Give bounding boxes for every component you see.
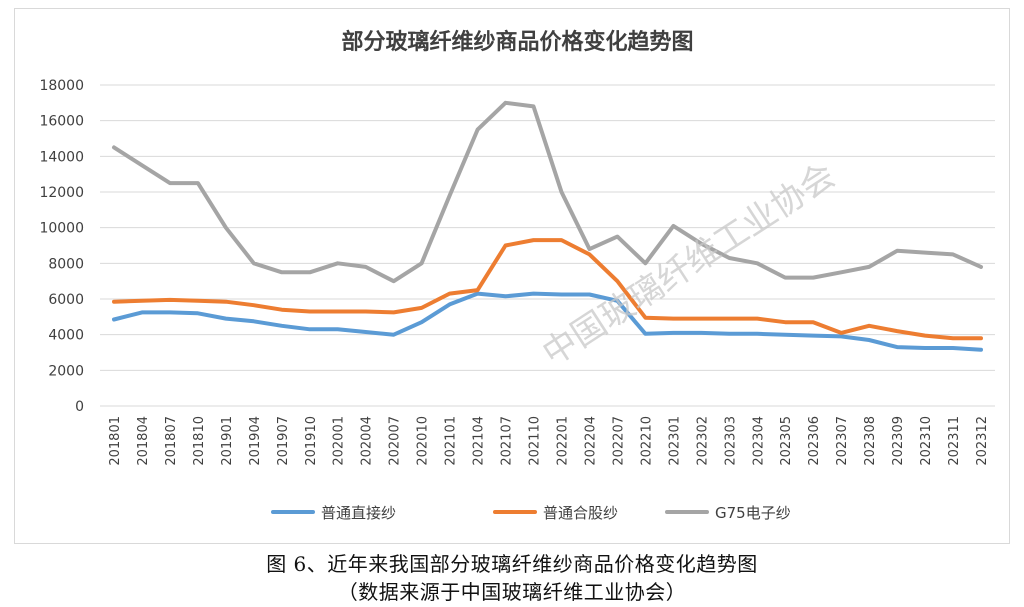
y-tick-label: 10000 [39,221,84,237]
x-tick-label: 202001 [332,416,347,466]
x-tick-label: 202004 [360,416,375,466]
y-tick-label: 0 [75,399,84,415]
x-tick-label: 202308 [863,416,878,466]
x-tick-label: 201904 [248,416,263,466]
x-tick-label: 201801 [108,416,123,466]
y-tick-label: 12000 [39,185,84,201]
y-tick-label: 8000 [48,256,84,272]
x-tick-label: 202304 [751,416,766,466]
legend-label: 普通直接纱 [321,504,396,522]
chart-title: 部分玻璃纤维纱商品价格变化趋势图 [341,29,693,55]
x-tick-label: 201901 [220,416,235,466]
y-tick-label: 16000 [39,114,84,130]
x-tick-label: 202307 [835,416,850,466]
x-tick-label: 202302 [695,416,710,466]
x-tick-label: 202010 [416,416,431,466]
line-chart: 部分玻璃纤维纱商品价格变化趋势图 0 2000 4000 6000 8000 10000 12… [39,29,995,522]
series-line [112,100,983,284]
chart-frame: 部分玻璃纤维纱商品价格变化趋势图 0 2000 4000 6000 8000 10000 12… [14,8,1010,544]
x-tick-label: 202107 [500,416,515,466]
figure-caption: 图 6、近年来我国部分玻璃纤维纱商品价格变化趋势图 [266,552,758,576]
series-line [112,238,983,341]
x-tick-label: 201907 [276,416,291,466]
series-line [112,291,983,352]
x-tick-label: 202301 [667,416,682,466]
x-tick-label: 202310 [919,416,934,466]
watermark: 中国玻璃纤维工业协会 [536,155,843,374]
y-tick-label: 6000 [48,292,84,308]
x-tick-label: 202311 [947,416,962,466]
figure-source-caption: （数据来源于中国玻璃纤维工业协会） [337,580,687,604]
x-tick-label: 202303 [723,416,738,466]
x-tick-label: 201804 [136,416,151,466]
x-tick-label: 202210 [639,416,654,466]
x-tick-label: 202204 [583,416,598,466]
y-tick-label: 18000 [39,78,84,94]
x-tick-label: 202309 [891,416,906,466]
x-tick-label: 201807 [164,416,179,466]
x-tick-label: 202101 [444,416,459,466]
x-tick-label: 201910 [304,416,319,466]
y-tick-label: 2000 [48,363,84,379]
y-tick-label: 14000 [39,149,84,165]
x-tick-label: 202207 [611,416,626,466]
x-tick-label: 202104 [472,416,487,466]
x-tick-label: 202306 [807,416,822,466]
x-tick-label: 202201 [555,416,570,466]
x-tick-label: 202312 [975,416,990,466]
x-tick-label: 202110 [528,416,543,466]
x-tick-label: 202007 [388,416,403,466]
y-tick-label: 4000 [48,328,84,344]
legend-label: 普通合股纱 [543,504,618,522]
x-tick-label: 201810 [192,416,207,466]
x-tick-label: 202305 [779,416,794,466]
legend-label: G75电子纱 [715,504,791,522]
